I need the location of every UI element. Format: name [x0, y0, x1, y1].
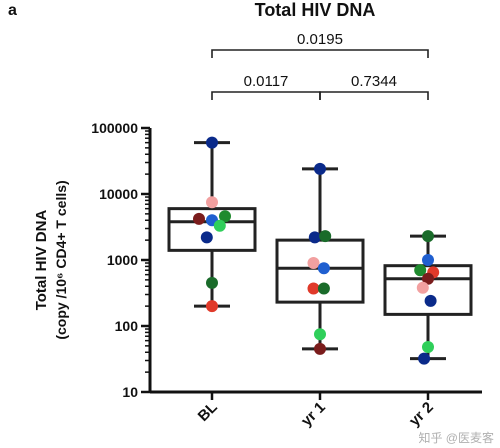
data-point — [317, 282, 330, 295]
y-axis-label-units: (copy /10⁶ CD4+ T cells) — [53, 180, 69, 339]
data-point — [422, 230, 434, 243]
watermark: 知乎 @医麦客 — [418, 431, 494, 445]
data-point — [317, 262, 330, 275]
data-point — [424, 294, 437, 307]
data-point — [193, 212, 205, 225]
y-tick-label: 1000 — [107, 252, 138, 268]
data-point — [416, 281, 429, 294]
p-value-label: 0.0117 — [244, 73, 289, 90]
data-point — [418, 352, 431, 365]
data-point — [314, 162, 326, 175]
data-point — [308, 231, 321, 244]
data-point — [213, 219, 226, 232]
data-point — [206, 196, 218, 209]
y-tick-label: 10000 — [99, 186, 138, 202]
data-point — [414, 264, 427, 277]
data-point — [206, 276, 218, 289]
x-tick-label: yr 2 — [406, 399, 437, 430]
data-point — [307, 282, 320, 295]
significance-bracket — [319, 91, 429, 100]
p-value-label: 0.0195 — [297, 31, 343, 48]
chart-title: Total HIV DNA — [254, 0, 376, 20]
data-point — [422, 254, 434, 266]
y-tick-label: 100 — [115, 318, 139, 334]
data-point — [422, 341, 434, 354]
panel-label: a — [8, 2, 17, 19]
data-point — [307, 257, 320, 270]
x-tick-label: yr 1 — [298, 399, 329, 430]
p-value-label: 0.7344 — [351, 73, 397, 90]
data-point — [206, 136, 218, 149]
data-point — [422, 272, 434, 285]
significance-bracket — [211, 49, 429, 58]
data-point — [314, 342, 326, 355]
y-tick-label: 10 — [122, 384, 138, 400]
data-point — [319, 230, 332, 243]
data-point — [200, 231, 213, 244]
data-point — [314, 328, 326, 341]
significance-bracket — [211, 91, 321, 100]
x-tick-label: BL — [195, 399, 221, 425]
data-point — [219, 210, 231, 223]
y-tick-label: 100000 — [91, 120, 138, 136]
y-axis-label: Total HIV DNA — [33, 210, 50, 311]
data-point — [206, 300, 218, 313]
box-iqr — [167, 207, 257, 252]
